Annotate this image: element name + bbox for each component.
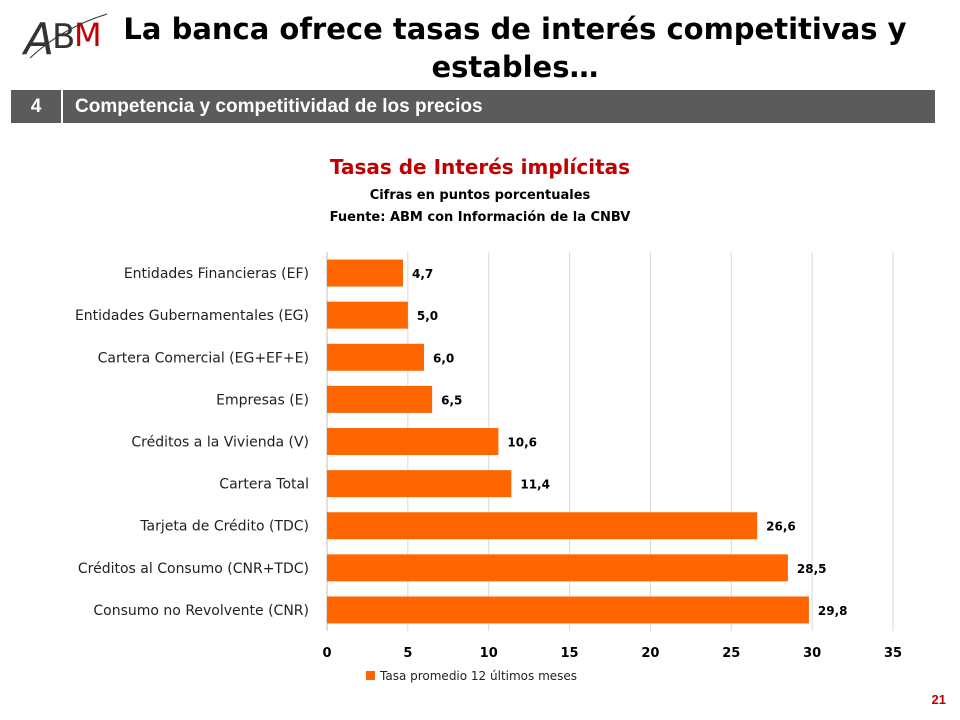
section-bar: 4 Competencia y competitividad de los pr… xyxy=(11,90,935,123)
data-label: 29,8 xyxy=(818,604,848,618)
category-label: Consumo no Revolvente (CNR) xyxy=(93,603,309,619)
x-tick-label: 10 xyxy=(480,646,498,661)
x-tick-label: 25 xyxy=(722,646,740,661)
category-label: Empresas (E) xyxy=(216,392,309,408)
svg-text:M: M xyxy=(74,16,102,54)
category-label: Entidades Gubernamentales (EG) xyxy=(75,308,309,324)
bar-chart: 0 5 10 15 20 25 30 35 Entidades Financieras (EF)… xyxy=(0,240,960,700)
data-label: 11,4 xyxy=(520,478,550,492)
category-label: Créditos al Consumo (CNR+TDC) xyxy=(78,561,309,577)
x-tick-label: 20 xyxy=(641,646,659,661)
category-label: Entidades Financieras (EF) xyxy=(124,266,309,282)
legend-label: Tasa promedio 12 últimos meses xyxy=(379,669,577,683)
data-label: 26,6 xyxy=(766,520,796,534)
category-label: Tarjeta de Crédito (TDC) xyxy=(139,519,309,535)
legend-swatch xyxy=(366,671,375,680)
category-label: Cartera Comercial (EG+EF+E) xyxy=(98,350,309,366)
svg-text:B: B xyxy=(52,17,75,57)
abm-logo: A B M xyxy=(22,8,112,62)
data-label: 6,5 xyxy=(441,393,462,407)
bar xyxy=(327,512,757,539)
section-label: Competencia y competitividad de los prec… xyxy=(63,96,483,118)
x-tick-label: 35 xyxy=(884,646,902,661)
data-label: 10,6 xyxy=(507,436,537,450)
section-number: 4 xyxy=(11,90,63,123)
bar xyxy=(327,260,403,287)
bar xyxy=(327,470,511,497)
bar xyxy=(327,428,498,455)
x-tick-label: 15 xyxy=(561,646,579,661)
bar xyxy=(327,386,432,413)
data-label: 5,0 xyxy=(417,309,438,323)
chart-subtitle-source: Fuente: ABM con Información de la CNBV xyxy=(0,210,960,225)
data-label: 28,5 xyxy=(797,562,827,576)
x-tick-label: 0 xyxy=(322,646,331,661)
data-label: 6,0 xyxy=(433,351,454,365)
bar xyxy=(327,344,424,371)
data-label: 4,7 xyxy=(412,267,433,281)
category-label: Créditos a la Vivienda (V) xyxy=(131,435,309,451)
bar xyxy=(327,554,788,581)
chart-subtitle-units: Cifras en puntos porcentuales xyxy=(0,188,960,203)
bar xyxy=(327,596,809,623)
x-tick-label: 5 xyxy=(403,646,412,661)
svg-text:A: A xyxy=(22,14,54,62)
page-title: La banca ofrece tasas de interés competi… xyxy=(120,10,910,86)
page-number: 21 xyxy=(932,692,946,707)
chart-title: Tasas de Interés implícitas xyxy=(0,155,960,179)
x-tick-label: 30 xyxy=(803,646,821,661)
category-label: Cartera Total xyxy=(219,477,309,493)
bar xyxy=(327,302,408,329)
